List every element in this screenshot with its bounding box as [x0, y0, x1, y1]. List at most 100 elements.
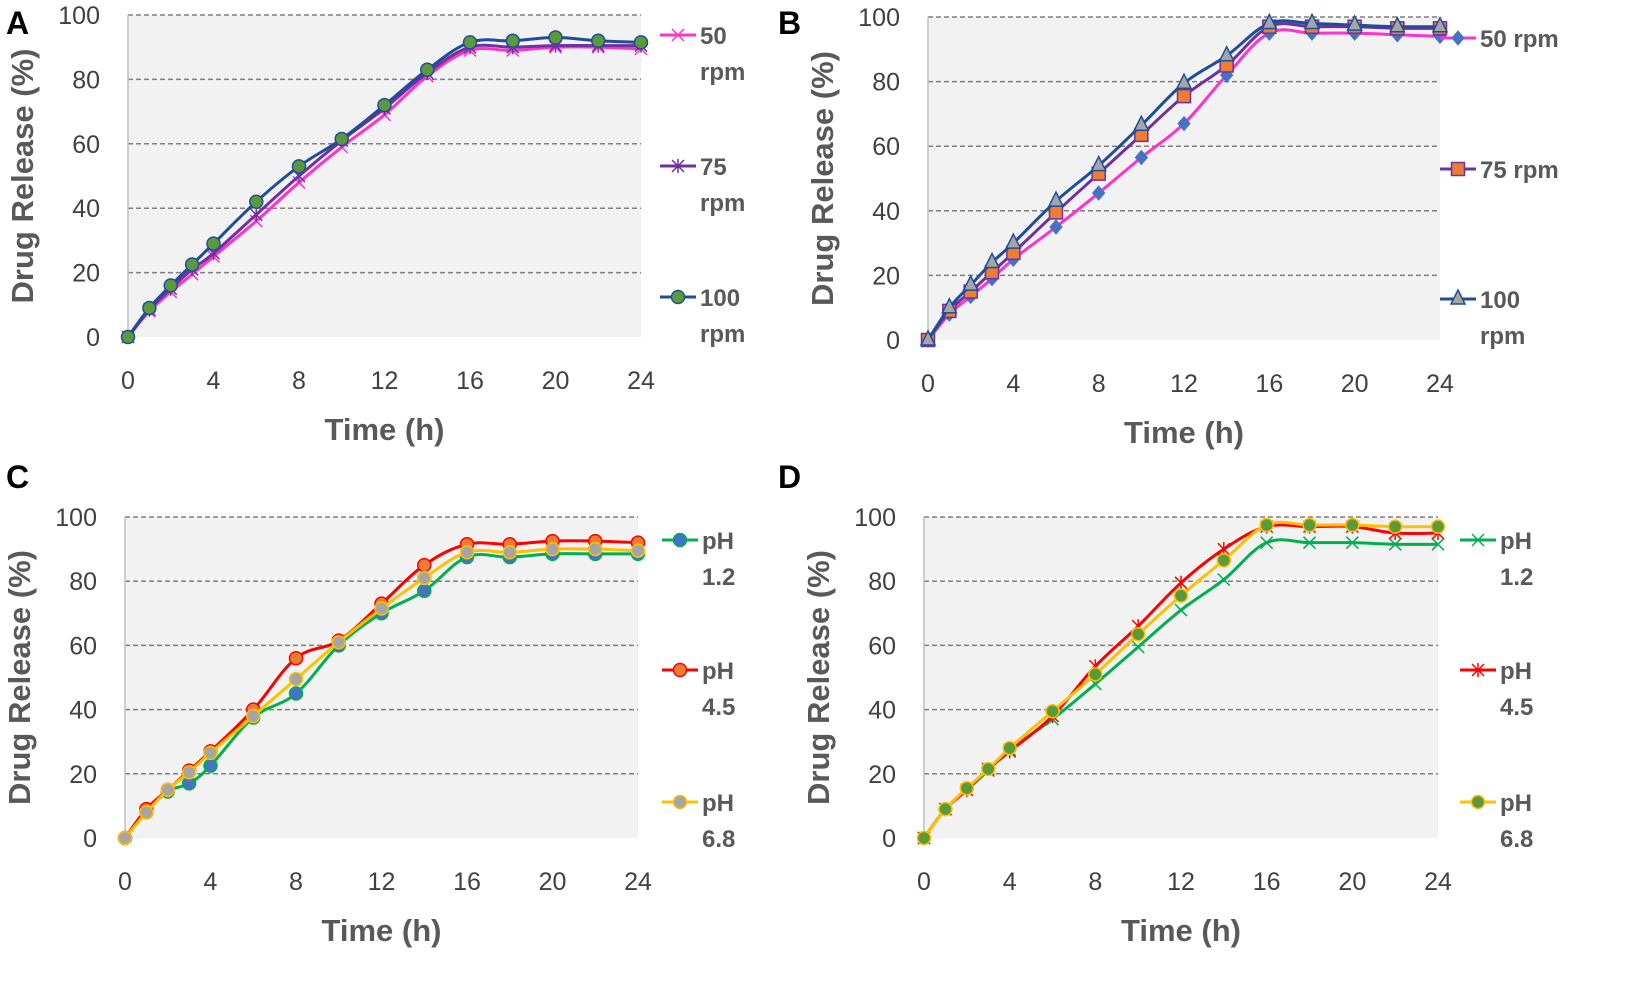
marker-circle [462, 35, 478, 50]
series-100-rpm [120, 30, 649, 345]
panel-letter: C [6, 459, 29, 495]
marker-circle [377, 97, 392, 113]
x-tick-label: 20 [1341, 370, 1369, 398]
marker-triangle [962, 274, 979, 291]
marker-diamond [1451, 30, 1465, 46]
marker-circle [630, 543, 646, 558]
x-tick-label: 8 [292, 367, 306, 395]
marker-triangle [1090, 154, 1107, 172]
x-tick-label: 12 [1170, 370, 1198, 398]
legend-label: 50 [700, 23, 727, 50]
marker-circle [1470, 794, 1486, 810]
marker-circle [1002, 740, 1017, 756]
marker-x [1174, 603, 1188, 617]
marker-circle [249, 194, 264, 210]
y-tick-label: 60 [868, 632, 896, 660]
y-tick-label: 80 [72, 66, 100, 94]
legend-label: 50 rpm [1480, 26, 1559, 53]
marker-circle [545, 541, 560, 557]
legend-label: pH [1500, 528, 1532, 555]
y-tick-label: 20 [872, 262, 900, 290]
marker-circle [1259, 517, 1274, 533]
marker-triangle [1449, 288, 1467, 305]
plot-area [924, 517, 1438, 838]
marker-x [1345, 536, 1359, 550]
marker-circle [1345, 517, 1360, 533]
marker-circle [633, 35, 649, 50]
marker-triangle [1261, 12, 1278, 30]
legend-label: rpm [700, 321, 745, 348]
x-tick-label: 0 [921, 370, 935, 398]
x-tick-label: 12 [368, 868, 396, 896]
x-tick-label: 4 [204, 868, 218, 896]
series-ph-6-8 [117, 541, 646, 846]
legend-label: 4.5 [1500, 694, 1533, 721]
x-axis-title: Time (h) [1124, 415, 1244, 450]
panel-letter: D [778, 459, 801, 495]
y-tick-label: 40 [872, 198, 900, 226]
marker-square [1176, 88, 1192, 104]
plot-area [928, 17, 1440, 340]
y-tick-label: 100 [854, 504, 896, 532]
marker-x [671, 28, 685, 42]
marker-x [1131, 640, 1145, 654]
legend-label: 1.2 [1500, 564, 1533, 591]
legend-label: pH [702, 790, 734, 817]
marker-triangle [1175, 72, 1193, 89]
legend-label: rpm [1480, 323, 1525, 350]
marker-circle [181, 764, 197, 780]
legend-label: 1.2 [702, 564, 735, 591]
marker-circle [916, 830, 932, 846]
marker-circle [672, 662, 688, 678]
y-tick-label: 0 [83, 825, 97, 853]
marker-x [1471, 533, 1485, 547]
y-tick-label: 40 [69, 697, 97, 725]
y-tick-label: 100 [55, 504, 97, 532]
x-tick-label: 20 [539, 868, 567, 896]
marker-circle [291, 159, 307, 174]
marker-circle [591, 33, 606, 49]
x-tick-label: 20 [542, 367, 570, 395]
marker-circle [1216, 553, 1232, 568]
marker-triangle [1389, 16, 1406, 33]
marker-asterisk [249, 207, 263, 222]
panel-letter: A [6, 5, 29, 41]
legend-label: rpm [700, 190, 745, 217]
marker-triangle [1431, 16, 1449, 33]
marker-circle [331, 634, 346, 650]
legend-label: 6.8 [702, 826, 735, 853]
marker-circle [420, 62, 435, 77]
series-ph-6-8 [916, 517, 1446, 846]
x-tick-label: 0 [917, 868, 931, 896]
marker-x [1217, 573, 1231, 587]
panel-b: 0 20 40 60 80 100 0 4 8 12 16 20 24 Time (h) Drug Rele… [778, 4, 1559, 450]
plot-area [125, 517, 638, 838]
legend-label: 6.8 [1500, 826, 1533, 853]
y-tick-label: 40 [868, 697, 896, 725]
y-tick-label: 60 [872, 133, 900, 161]
marker-asterisk [1174, 575, 1188, 590]
panel-a: 0 20 40 60 80 100 0 4 8 12 16 20 24 Time (h) Drug Rele… [5, 2, 745, 447]
marker-triangle [1005, 232, 1022, 249]
legend-label: pH [702, 528, 734, 555]
legend-label: rpm [700, 59, 745, 86]
marker-triangle [1047, 190, 1065, 207]
x-tick-label: 16 [453, 868, 481, 896]
marker-circle [120, 329, 136, 345]
y-tick-label: 0 [86, 324, 100, 352]
marker-circle [670, 289, 686, 305]
marker-circle [288, 650, 304, 666]
legend-label: 75 rpm [1480, 157, 1559, 184]
marker-circle [246, 708, 261, 724]
y-tick-label: 20 [72, 260, 100, 288]
y-tick-label: 60 [69, 632, 97, 660]
marker-circle [206, 236, 221, 251]
y-tick-label: 100 [58, 2, 100, 30]
legend-label: 75 [700, 154, 727, 181]
x-axis-title: Time (h) [322, 913, 442, 948]
marker-triangle [919, 329, 937, 346]
marker-circle [588, 541, 603, 557]
series-100-rpm [919, 12, 1449, 346]
x-tick-label: 16 [1253, 868, 1281, 896]
